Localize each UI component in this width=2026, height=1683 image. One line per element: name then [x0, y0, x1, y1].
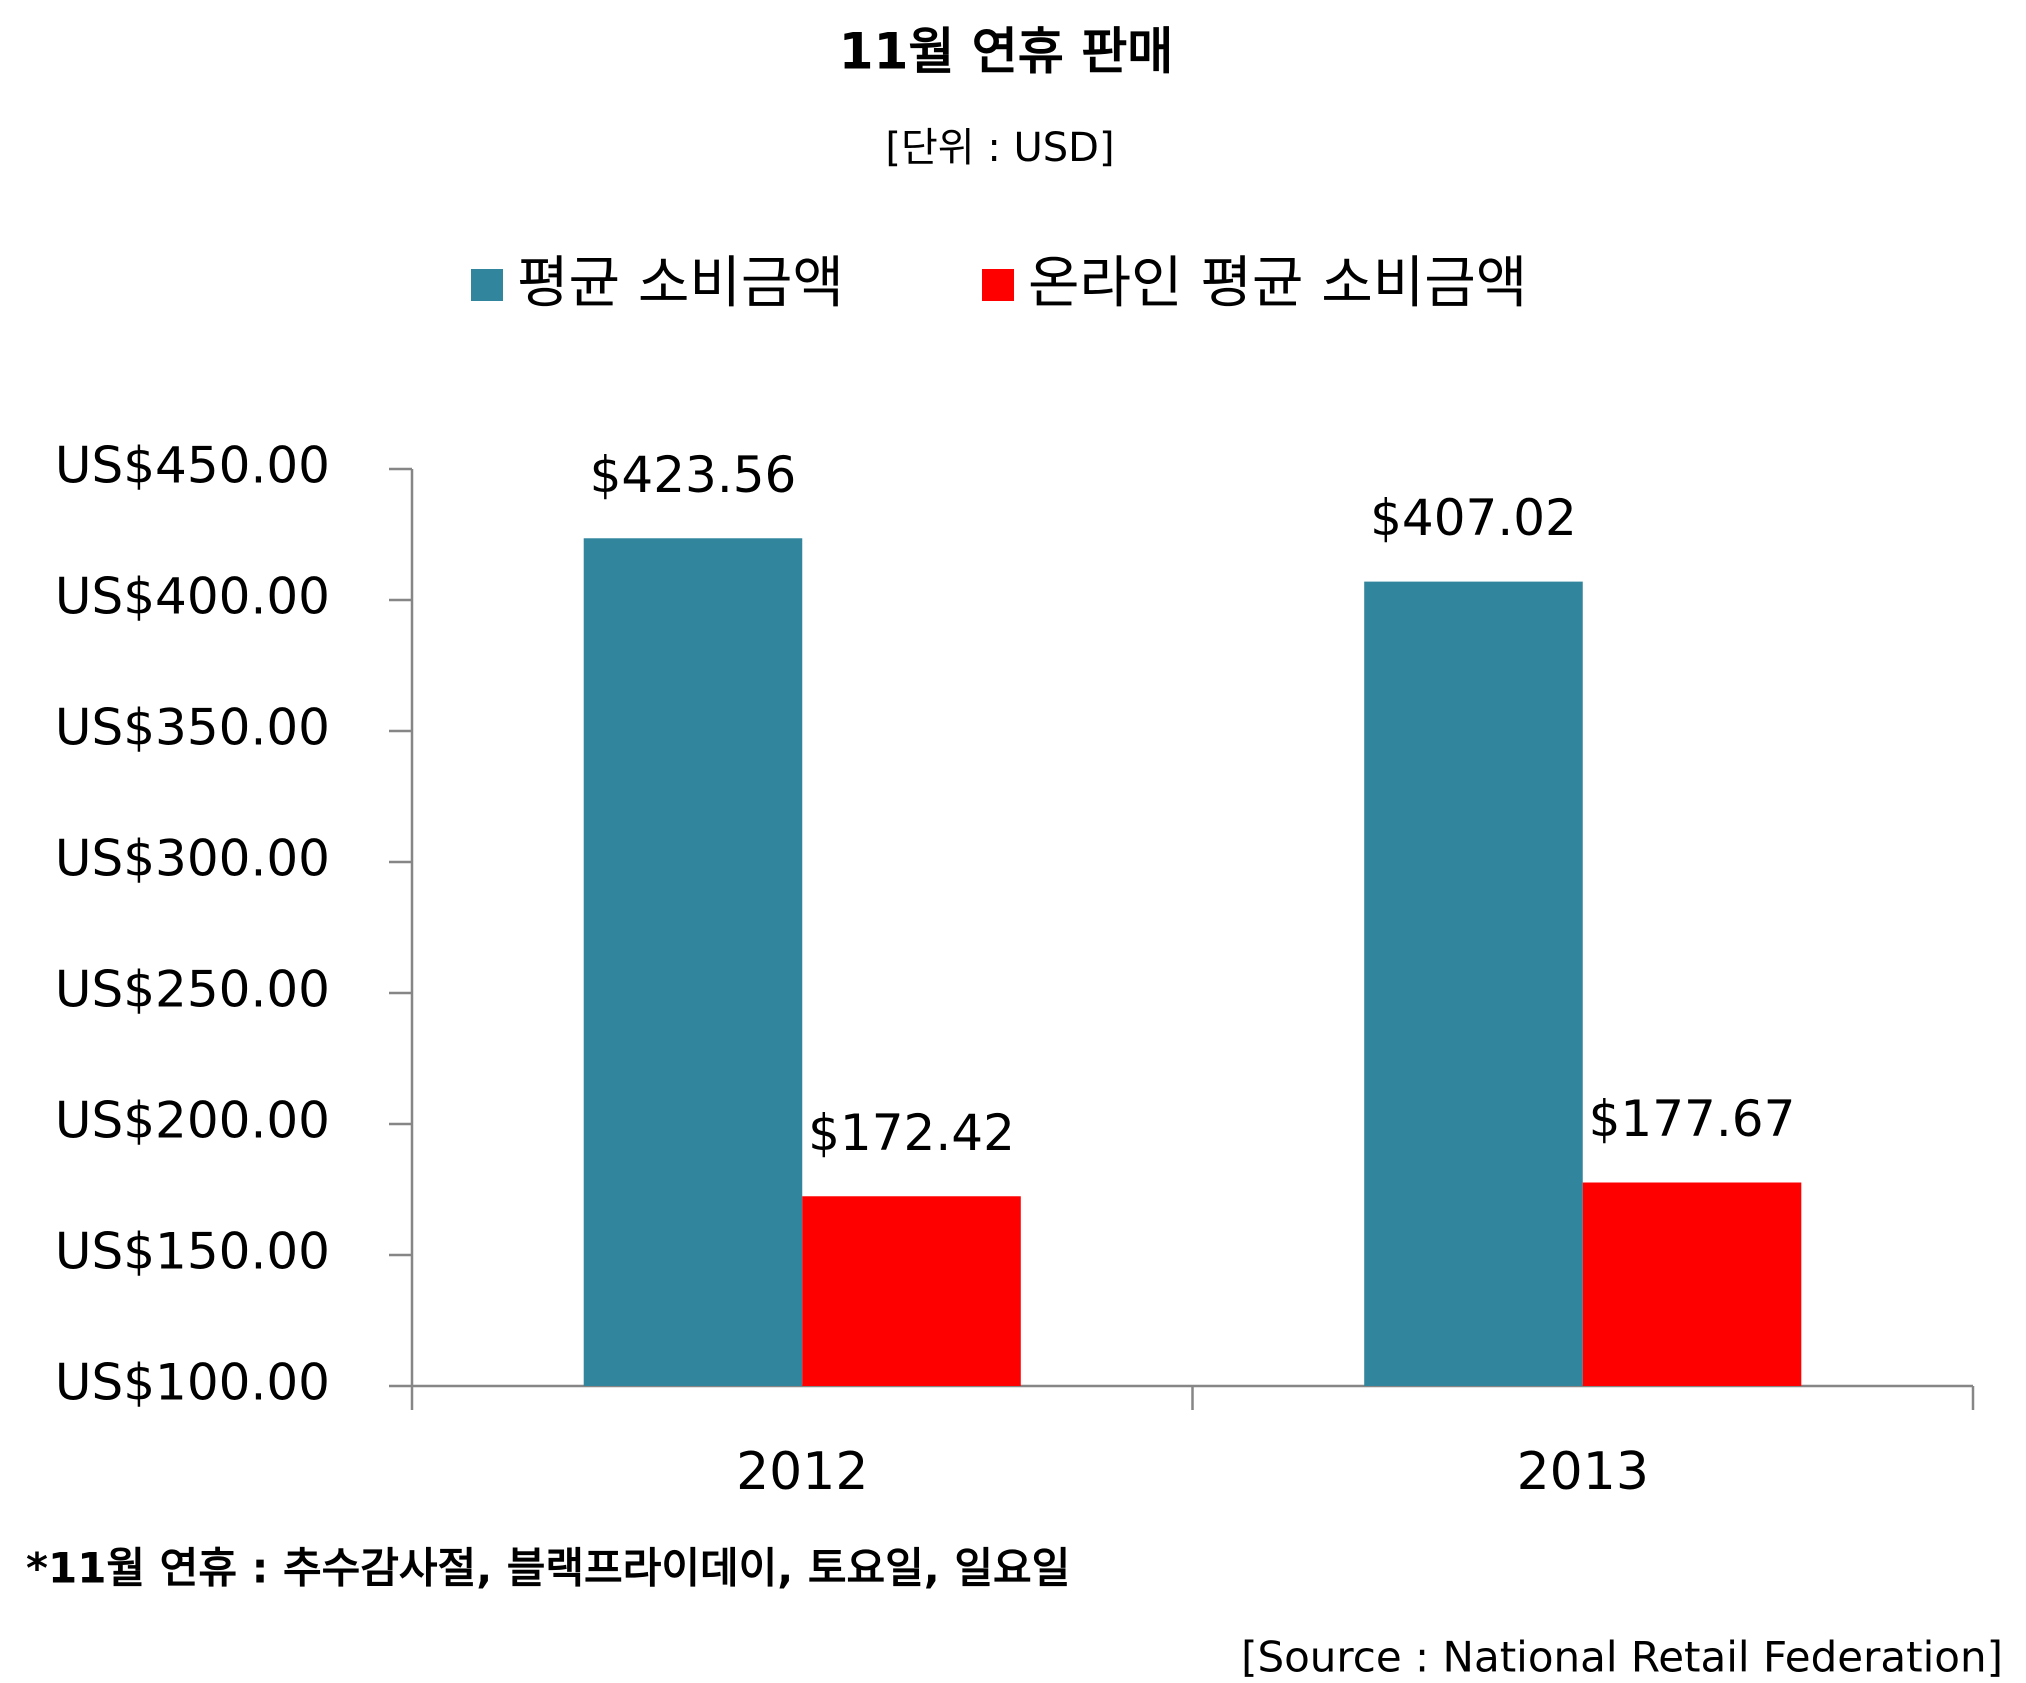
y-tick-label: US$250.00	[55, 961, 330, 1019]
chart-subtitle: [단위 : USD]	[885, 125, 1114, 171]
bar	[1582, 1182, 1802, 1386]
y-tick-label: US$450.00	[55, 437, 330, 495]
bar	[583, 538, 803, 1386]
y-tick-label: US$200.00	[55, 1092, 330, 1150]
legend-swatch	[982, 269, 1014, 301]
y-tick-label: US$350.00	[55, 699, 330, 757]
y-tick-label: US$300.00	[55, 830, 330, 888]
chart-title: 11월 연휴 판매	[839, 23, 1173, 81]
bar	[802, 1196, 1021, 1386]
value-label: $172.42	[808, 1104, 1015, 1162]
footnote: *11월 연휴 : 추수감사절, 블랙프라이데이, 토요일, 일요일	[26, 1544, 1070, 1593]
value-label: $177.67	[1589, 1090, 1796, 1148]
source: [Source : National Retail Federation]	[1241, 1633, 2003, 1682]
bar	[1364, 581, 1583, 1386]
y-tick-label: US$100.00	[55, 1354, 330, 1412]
value-label: $407.02	[1370, 489, 1577, 547]
legend-swatch	[471, 269, 503, 301]
value-label: $423.56	[590, 446, 797, 504]
legend-label: 평균 소비금액	[517, 251, 844, 316]
y-tick-label: US$150.00	[55, 1223, 330, 1281]
x-tick-label: 2013	[1517, 1442, 1649, 1502]
y-tick-label: US$400.00	[55, 568, 330, 626]
x-tick-label: 2012	[736, 1442, 868, 1502]
legend-label: 온라인 평균 소비금액	[1028, 251, 1527, 316]
